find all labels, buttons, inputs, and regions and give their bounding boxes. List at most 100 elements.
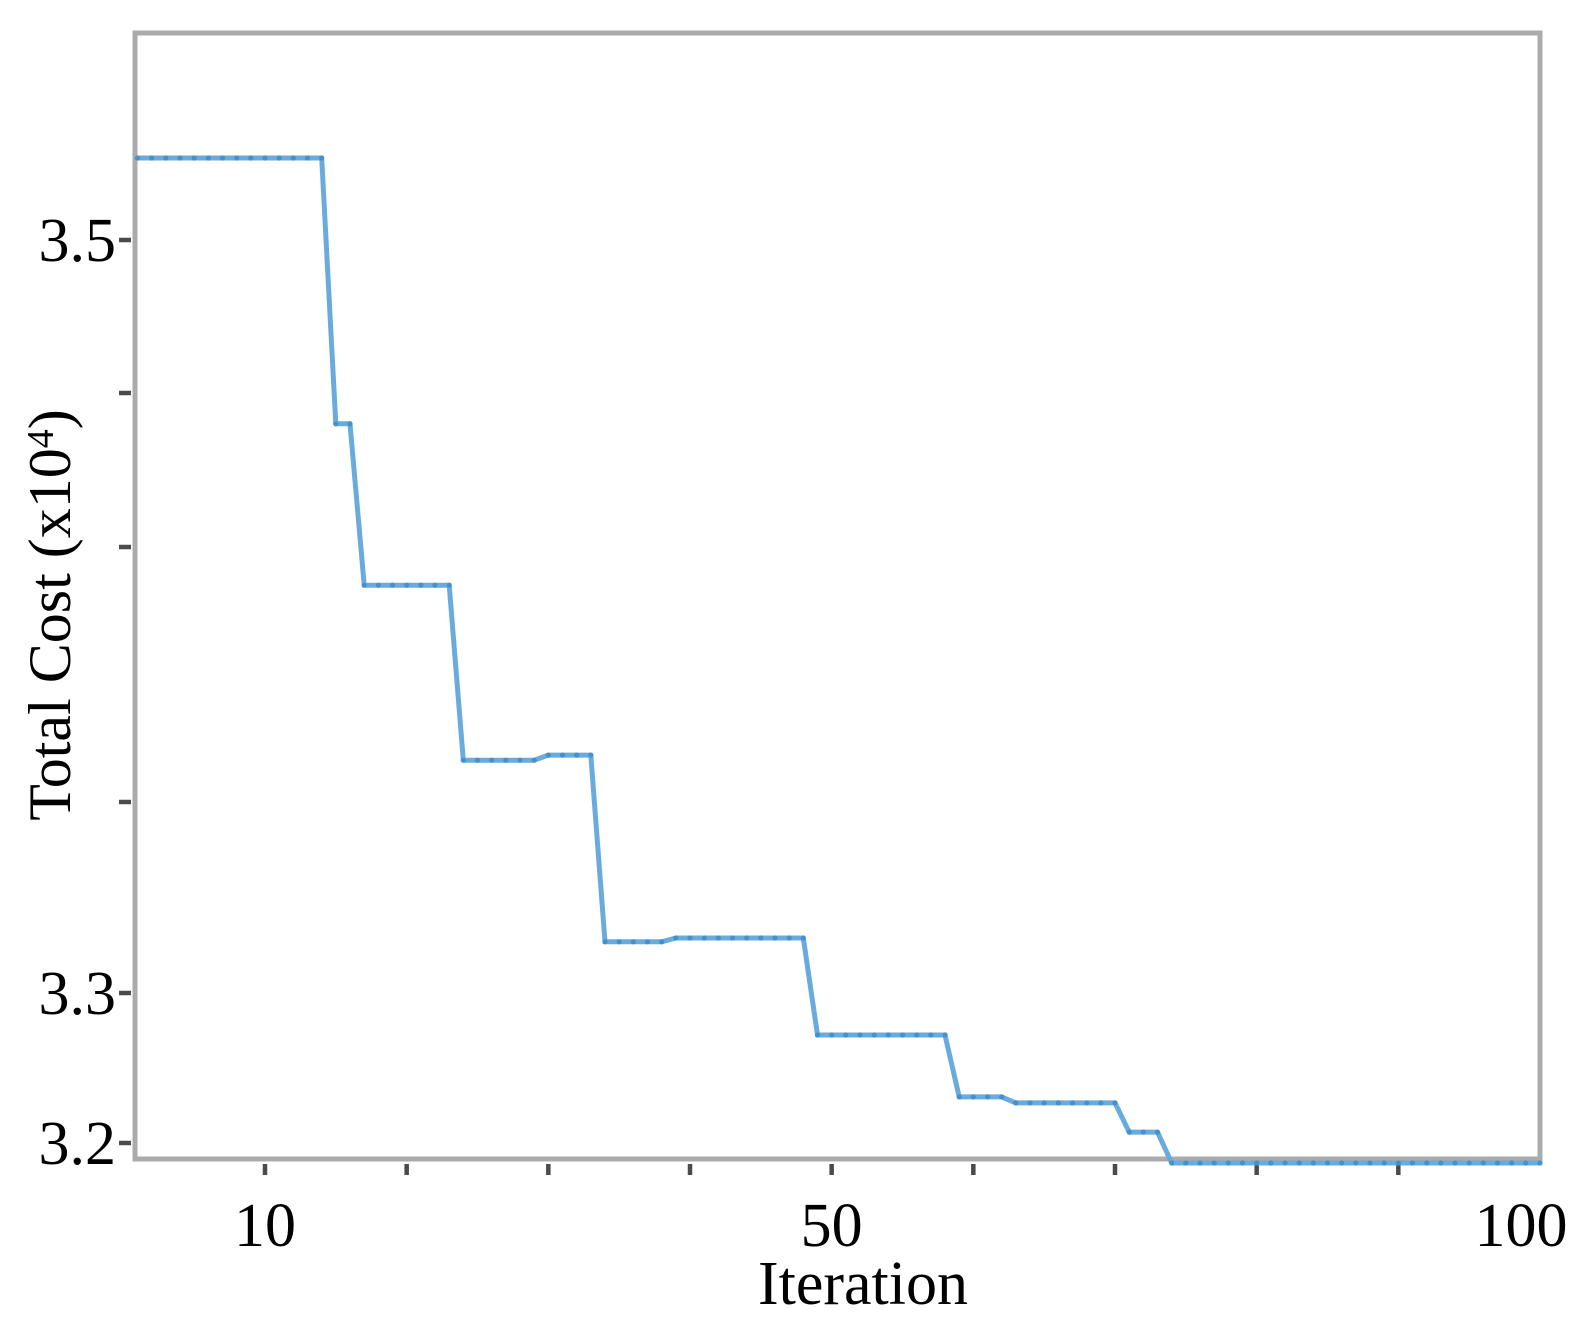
data-point-marker: [1409, 1160, 1416, 1166]
data-point-marker: [956, 1094, 962, 1100]
data-point-marker: [1494, 1160, 1501, 1166]
data-point-marker: [1353, 1160, 1359, 1166]
x-axis-title: Iteration: [758, 1250, 968, 1318]
data-point-marker: [389, 582, 396, 588]
data-point-marker: [375, 582, 381, 588]
data-point-marker: [1098, 1100, 1104, 1106]
data-point-marker: [857, 1032, 863, 1038]
data-point-marker: [744, 935, 750, 941]
data-point-marker: [1466, 1160, 1472, 1166]
data-point-marker: [772, 935, 778, 941]
data-point-marker: [319, 155, 325, 161]
cost-line: [137, 155, 1540, 1166]
x-tick-label: 10: [234, 1192, 296, 1260]
x-tick-label: 100: [1475, 1192, 1568, 1260]
data-point-marker: [786, 935, 792, 941]
data-point-marker: [163, 155, 169, 161]
data-point-marker: [1140, 1129, 1146, 1135]
data-point-marker: [1452, 1160, 1458, 1166]
data-point-marker: [1310, 1160, 1316, 1166]
data-point-marker: [1424, 1160, 1430, 1166]
data-point-marker: [517, 757, 523, 763]
y-tick-label: 3.5: [39, 207, 117, 275]
data-point-marker: [616, 939, 622, 945]
data-point-marker: [687, 935, 693, 941]
data-point-marker: [134, 155, 141, 161]
data-point-marker: [984, 1094, 991, 1100]
data-point-marker: [1013, 1100, 1019, 1106]
data-point-marker: [871, 1032, 877, 1038]
data-point-marker: [432, 582, 438, 588]
data-point-marker: [1282, 1160, 1288, 1166]
data-point-marker: [1041, 1100, 1047, 1106]
data-point-marker: [1480, 1160, 1486, 1166]
data-point-marker: [729, 935, 736, 941]
data-point-marker: [1211, 1160, 1217, 1166]
data-point-marker: [1523, 1160, 1529, 1166]
data-point-marker: [418, 582, 424, 588]
y-tick-label: 3.2: [39, 1110, 117, 1178]
y-axis-title-superscript: 4: [20, 429, 62, 448]
data-point-marker: [446, 582, 452, 588]
data-point-marker: [914, 1032, 920, 1038]
data-point-marker: [630, 939, 636, 945]
data-point-marker: [1084, 1100, 1090, 1106]
data-point-marker: [559, 752, 566, 758]
data-point-marker: [1268, 1160, 1274, 1166]
data-point-marker: [149, 155, 155, 161]
data-point-marker: [361, 582, 367, 588]
data-point-marker: [899, 1032, 906, 1038]
data-point-marker: [177, 155, 183, 161]
data-point-marker: [1381, 1160, 1387, 1166]
data-point-marker: [588, 752, 594, 758]
data-point-marker: [1395, 1160, 1401, 1166]
data-point-marker: [701, 935, 707, 941]
data-point-marker: [1438, 1160, 1444, 1166]
data-point-marker: [1197, 1160, 1203, 1166]
data-point-marker: [404, 582, 410, 588]
data-point-marker: [545, 752, 551, 758]
data-point-marker: [758, 935, 764, 941]
data-point-marker: [843, 1032, 849, 1038]
data-point-marker: [304, 155, 311, 161]
data-point-marker: [800, 935, 806, 941]
data-point-marker: [531, 757, 537, 763]
data-point-marker: [290, 155, 296, 161]
data-point-marker: [460, 757, 466, 763]
data-point-marker: [205, 155, 211, 161]
data-point-marker: [262, 155, 268, 161]
data-point-marker: [659, 939, 665, 945]
data-point-marker: [942, 1032, 948, 1038]
x-tick-label: 50: [801, 1192, 863, 1260]
data-point-marker: [503, 757, 509, 763]
data-point-marker: [219, 155, 226, 161]
data-point-marker: [673, 935, 679, 941]
data-point-marker: [928, 1032, 934, 1038]
data-point-marker: [574, 752, 580, 758]
data-point-marker: [1112, 1100, 1118, 1106]
data-point-marker: [1239, 1160, 1246, 1166]
data-point-marker: [489, 757, 495, 763]
data-point-marker: [1367, 1160, 1373, 1166]
data-point-marker: [1027, 1100, 1033, 1106]
data-point-marker: [829, 1032, 835, 1038]
data-point-marker: [970, 1094, 976, 1100]
data-point-marker: [1126, 1129, 1132, 1135]
data-point-marker: [715, 935, 721, 941]
data-point-marker: [1296, 1160, 1302, 1166]
data-point-marker: [1537, 1160, 1543, 1166]
data-point-marker: [1069, 1100, 1076, 1106]
data-point-marker: [814, 1032, 821, 1038]
data-point-marker: [191, 155, 197, 161]
data-point-marker: [276, 155, 282, 161]
data-point-marker: [644, 939, 651, 945]
data-point-marker: [248, 155, 254, 161]
data-point-marker: [1225, 1160, 1231, 1166]
data-point-marker: [1509, 1160, 1515, 1166]
data-point-marker: [234, 155, 240, 161]
data-point-marker: [1183, 1160, 1189, 1166]
data-point-marker: [1339, 1160, 1345, 1166]
data-point-marker: [885, 1032, 891, 1038]
